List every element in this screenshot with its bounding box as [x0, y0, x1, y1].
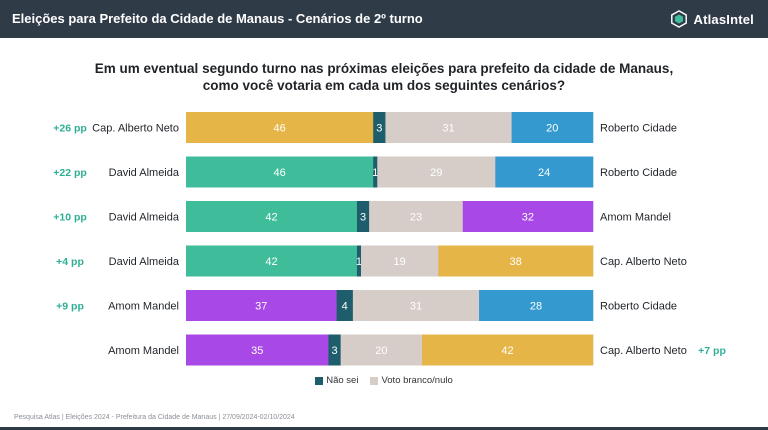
bar-segment-nao-sei — [328, 334, 341, 366]
header-bar: Eleições para Prefeito da Cidade de Mana… — [0, 0, 768, 38]
bar-segment-branco-nulo — [369, 201, 464, 232]
bar-value-label: 1 — [356, 256, 362, 268]
bar-value-label: 4 — [342, 301, 348, 313]
lead-margin-label: +7 pp — [698, 345, 726, 357]
bar-value-label: 29 — [430, 167, 442, 179]
bar-value-label: 20 — [375, 345, 387, 357]
bar-segment-nao-sei — [356, 201, 370, 232]
bar-value-label: 46 — [273, 167, 285, 179]
lead-margin-label: +9 pp — [56, 301, 84, 313]
right-candidate-label: Amom Mandel — [600, 212, 671, 224]
bar-value-label: 32 — [522, 212, 534, 224]
lead-margin-label: +4 pp — [56, 256, 84, 268]
bar-value-label: 23 — [410, 212, 422, 224]
legend-label-branco: Voto branco/nulo — [381, 375, 453, 386]
bar-segment-left-candidate — [186, 334, 329, 366]
chart-question: Em um eventual segundo turno nas próxima… — [94, 61, 674, 93]
bar-segment-branco-nulo — [340, 334, 423, 366]
bar-segment-right-candidate — [511, 112, 594, 143]
bar-segment-branco-nulo — [361, 245, 439, 277]
legend-item-branco: Voto branco/nulo — [370, 375, 453, 386]
right-candidate-label: Roberto Cidade — [600, 301, 677, 313]
brand-logo: AtlasIntel — [670, 9, 754, 29]
bar-segment-right-candidate — [462, 201, 594, 232]
page-title: Eleições para Prefeito da Cidade de Mana… — [12, 11, 423, 26]
bar-value-label: 42 — [501, 345, 513, 357]
legend-item-nao-sei: Não sei — [315, 375, 358, 386]
legend-swatch-branco — [370, 376, 379, 385]
bar-value-label: 31 — [410, 301, 422, 313]
footer-line — [0, 427, 768, 430]
legend-swatch-nao-sei — [315, 376, 324, 385]
bar-value-label: 28 — [530, 301, 542, 313]
right-candidate-label: Cap. Alberto Neto — [600, 345, 687, 357]
chart-legend: Não sei Voto branco/nulo — [0, 375, 768, 386]
brand-name: AtlasIntel — [693, 11, 754, 27]
bar-segment-left-candidate — [186, 156, 374, 188]
bar-value-label: 37 — [255, 301, 267, 313]
bar-value-label: 20 — [546, 123, 558, 135]
left-candidate-label: David Almeida — [109, 167, 180, 179]
bar-value-label: 46 — [273, 123, 285, 135]
left-candidate-label: Amom Mandel — [108, 345, 179, 357]
bar-segment-left-candidate — [186, 290, 337, 321]
bar-segment-right-candidate — [422, 334, 594, 366]
left-candidate-label: David Almeida — [109, 256, 180, 268]
right-candidate-label: Roberto Cidade — [600, 167, 677, 179]
legend-label-nao-sei: Não sei — [326, 375, 359, 386]
lead-margin-label: +22 pp — [53, 167, 87, 179]
bar-value-label: 35 — [251, 345, 263, 357]
right-candidate-label: Roberto Cidade — [600, 123, 677, 135]
bar-value-label: 3 — [331, 345, 337, 357]
bar-segment-left-candidate — [186, 201, 358, 232]
lead-margin-label: +10 pp — [53, 212, 87, 224]
bar-value-label: 42 — [265, 256, 277, 268]
bar-segment-branco-nulo — [377, 156, 496, 188]
bar-segment-right-candidate — [479, 290, 594, 321]
left-candidate-label: David Almeida — [109, 212, 180, 224]
left-candidate-label: Amom Mandel — [108, 301, 179, 313]
bar-value-label: 38 — [510, 256, 522, 268]
bar-value-label: 19 — [394, 256, 406, 268]
left-candidate-label: Cap. Alberto Neto — [92, 123, 179, 135]
bar-value-label: 3 — [360, 212, 366, 224]
bar-segment-branco-nulo — [352, 290, 480, 321]
bar-segment-right-candidate — [438, 245, 594, 277]
bar-value-label: 3 — [376, 123, 382, 135]
bar-segment-branco-nulo — [385, 112, 512, 143]
bar-segment-nao-sei — [356, 245, 362, 277]
bar-segment-nao-sei — [336, 290, 354, 321]
bar-segment-left-candidate — [186, 112, 374, 143]
footer-source: Pesquisa Atlas | Eleições 2024 - Prefeit… — [14, 414, 295, 421]
bar-value-label: 42 — [265, 212, 277, 224]
bar-segment-right-candidate — [495, 156, 594, 188]
right-candidate-label: Cap. Alberto Neto — [600, 256, 687, 268]
atlas-logo-icon — [671, 10, 688, 28]
lead-margin-label: +26 pp — [53, 123, 87, 135]
bar-value-label: 31 — [442, 123, 454, 135]
bar-segment-nao-sei — [373, 112, 386, 143]
bar-segment-nao-sei — [373, 156, 378, 188]
bar-segment-left-candidate — [186, 245, 358, 277]
bar-value-label: 1 — [372, 167, 378, 179]
bar-value-label: 24 — [538, 167, 550, 179]
